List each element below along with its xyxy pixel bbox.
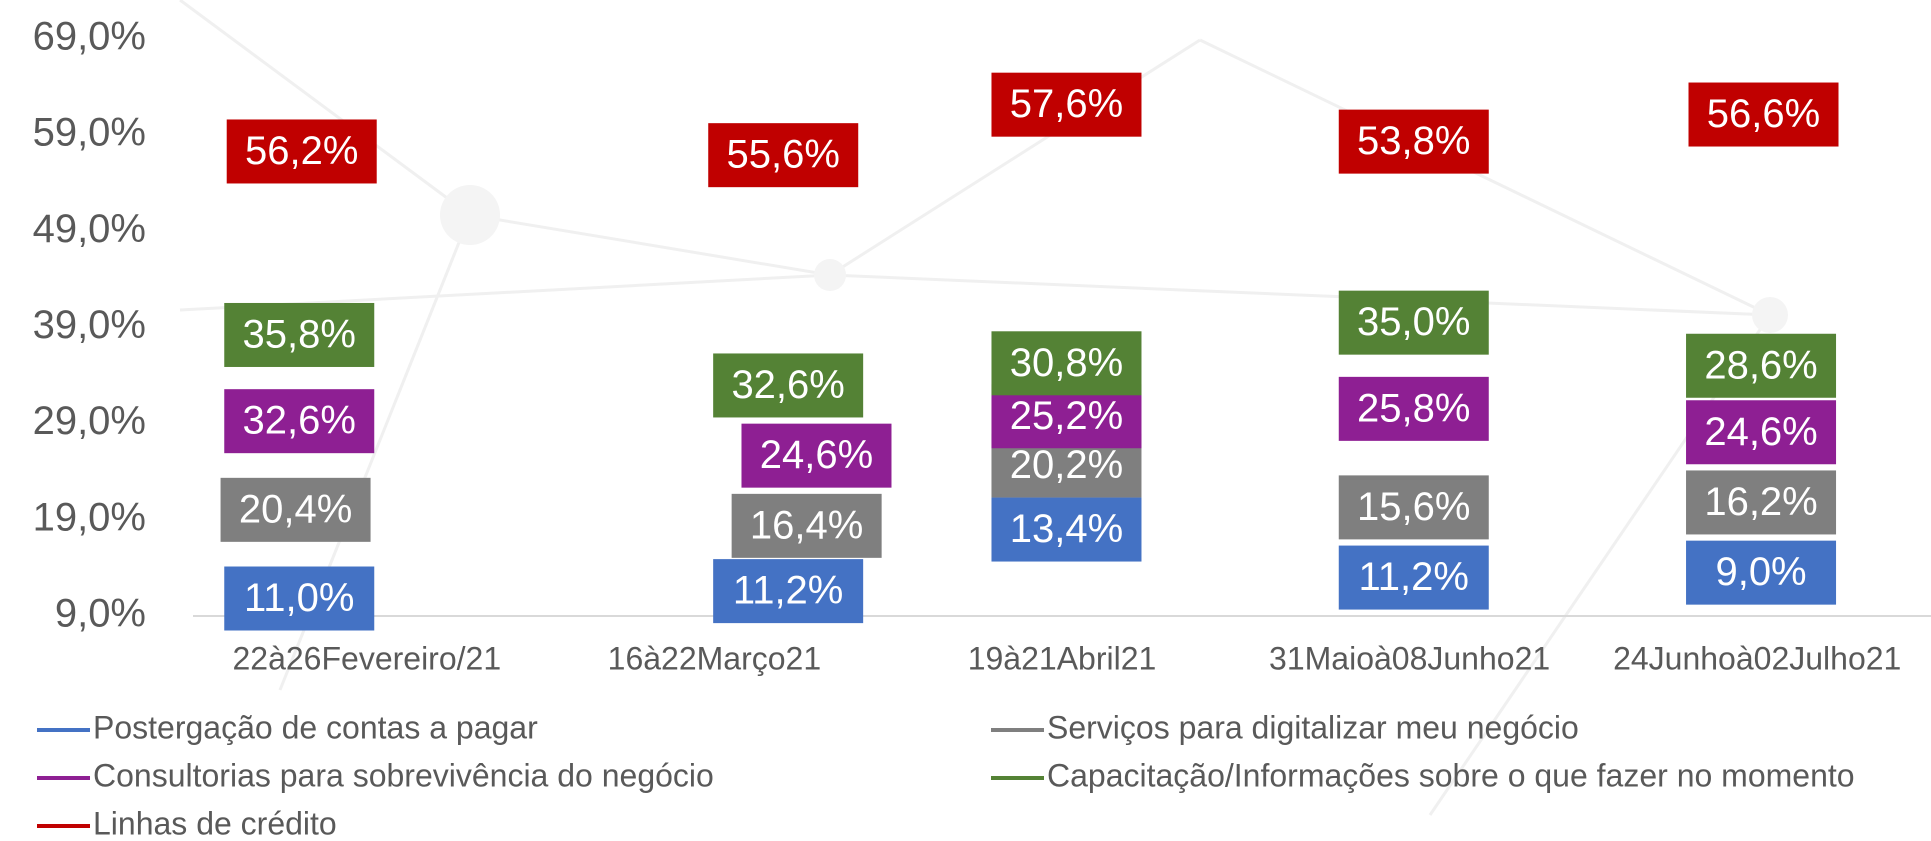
x-tick-label: 24Junhoà02Julho21	[1613, 640, 1901, 676]
data-label: 13,4%	[1010, 507, 1123, 551]
x-tick-label: 22à26Fevereiro/21	[232, 640, 501, 676]
y-tick-label: 59,0%	[33, 111, 146, 155]
label-box	[220, 477, 371, 542]
label-box	[741, 423, 892, 488]
label-box	[226, 119, 377, 184]
legend-label: Consultorias para sobrevivência do negóc…	[93, 757, 714, 793]
data-label: 25,8%	[1357, 386, 1470, 430]
y-tick-label: 49,0%	[33, 207, 146, 251]
data-label: 16,4%	[750, 503, 863, 547]
legend-label: Serviços para digitalizar meu negócio	[1047, 709, 1579, 745]
data-label: 56,2%	[245, 129, 358, 173]
data-label: 24,6%	[760, 433, 873, 477]
label-box	[1338, 290, 1489, 355]
y-tick-label: 9,0%	[55, 592, 146, 636]
data-label: 35,0%	[1357, 300, 1470, 344]
x-tick-label: 16à22Março21	[608, 640, 821, 676]
data-label: 56,6%	[1707, 92, 1820, 136]
data-label: 32,6%	[243, 399, 356, 443]
label-box	[1338, 545, 1489, 610]
label-box	[1686, 400, 1837, 465]
x-tick-label: 31Maioà08Junho21	[1269, 640, 1550, 676]
data-label: 11,2%	[733, 569, 843, 613]
label-box	[1686, 540, 1837, 605]
data-label: 15,6%	[1357, 485, 1470, 529]
data-label: 11,2%	[1359, 555, 1469, 599]
y-tick-label: 19,0%	[33, 495, 146, 539]
label-box	[713, 559, 864, 624]
data-label: 53,8%	[1357, 119, 1470, 163]
data-label: 32,6%	[731, 363, 844, 407]
legend-label: Postergação de contas a pagar	[93, 709, 538, 745]
label-box	[1686, 333, 1837, 398]
data-label: 30,8%	[1010, 341, 1123, 385]
label-box	[224, 389, 375, 454]
data-label: 11,0%	[244, 576, 354, 620]
data-label: 55,6%	[727, 133, 840, 177]
legend-label: Capacitação/Informações sobre o que faze…	[1047, 757, 1855, 793]
y-tick-label: 29,0%	[33, 399, 146, 443]
data-label: 57,6%	[1010, 82, 1123, 126]
data-label: 25,2%	[1010, 394, 1123, 438]
label-box	[991, 72, 1142, 137]
label-box	[708, 123, 859, 188]
data-label: 20,2%	[1010, 443, 1123, 487]
data-label: 9,0%	[1715, 550, 1806, 594]
label-box	[991, 497, 1142, 562]
data-label: 35,8%	[243, 313, 356, 357]
label-box	[224, 566, 375, 631]
label-box	[731, 493, 882, 558]
data-label: 20,4%	[239, 487, 352, 531]
data-label: 16,2%	[1704, 480, 1817, 524]
label-box	[224, 302, 375, 367]
label-box	[1338, 475, 1489, 540]
x-tick-label: 19à21Abril21	[968, 640, 1157, 676]
label-box	[1338, 109, 1489, 174]
label-box	[1686, 470, 1837, 535]
data-label: 24,6%	[1704, 410, 1817, 454]
legend-label: Linhas de crédito	[93, 805, 337, 841]
background-network	[179, 0, 1788, 816]
label-box	[713, 353, 864, 418]
y-tick-label: 69,0%	[33, 15, 146, 59]
label-box	[1338, 376, 1489, 441]
label-box	[1688, 82, 1839, 147]
data-label: 28,6%	[1704, 343, 1817, 387]
y-tick-label: 39,0%	[33, 303, 146, 347]
label-box	[991, 331, 1142, 396]
